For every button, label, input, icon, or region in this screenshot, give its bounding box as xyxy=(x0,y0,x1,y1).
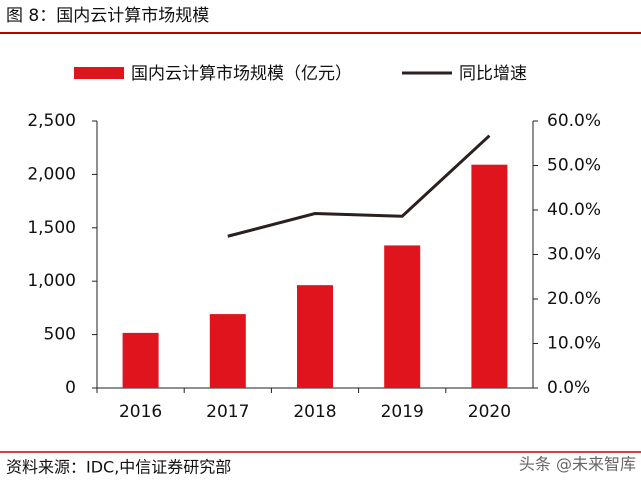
bar xyxy=(297,285,333,388)
y2-tick-label: 50.0% xyxy=(547,156,601,176)
y2-tick-label: 10.0% xyxy=(547,334,601,354)
line xyxy=(227,134,491,238)
bar xyxy=(471,164,508,388)
source-note: 资料来源：IDC,中信证券研究部 xyxy=(6,458,231,477)
y2-tick-label: 0.0% xyxy=(547,378,590,398)
y-tick-label: 1,500 xyxy=(27,218,76,238)
legend-label: 同比增速 xyxy=(459,64,527,84)
bar xyxy=(209,314,246,388)
x-tick-label: 2016 xyxy=(119,402,162,422)
x-tick-label: 2018 xyxy=(293,402,336,422)
x-tick-label: 2019 xyxy=(381,402,424,422)
y2-tick-label: 40.0% xyxy=(547,200,601,220)
bar xyxy=(384,245,421,388)
y-tick-label: 1,000 xyxy=(27,271,76,291)
legend-label: 国内云计算市场规模（亿元） xyxy=(131,64,352,84)
y-tick-label: 0 xyxy=(65,378,76,398)
y-tick-label: 2,500 xyxy=(27,111,76,131)
y2-tick-label: 20.0% xyxy=(547,289,601,309)
bar xyxy=(122,332,159,388)
y-tick-label: 2,000 xyxy=(27,164,76,184)
x-tick-label: 2020 xyxy=(468,402,511,422)
y2-tick-label: 30.0% xyxy=(547,245,601,265)
y2-tick-label: 60.0% xyxy=(547,111,601,131)
watermark: 头条 @未来智库 xyxy=(519,455,636,474)
legend-swatch xyxy=(74,67,124,79)
chart-title: 图 8：国内云计算市场规模 xyxy=(6,6,209,26)
x-tick-label: 2017 xyxy=(206,402,249,422)
y-tick-label: 500 xyxy=(44,325,76,345)
